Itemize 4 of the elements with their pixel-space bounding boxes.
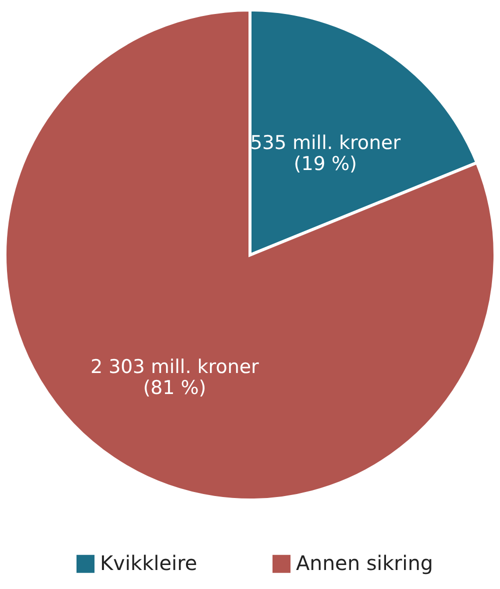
legend-label: Kvikkleire bbox=[100, 550, 198, 575]
data-label: 2 303 mill. kroner (81 %) bbox=[90, 356, 260, 400]
legend-label: Annen sikring bbox=[296, 550, 434, 575]
data-label: 535 mill. kroner (19 %) bbox=[250, 132, 401, 175]
